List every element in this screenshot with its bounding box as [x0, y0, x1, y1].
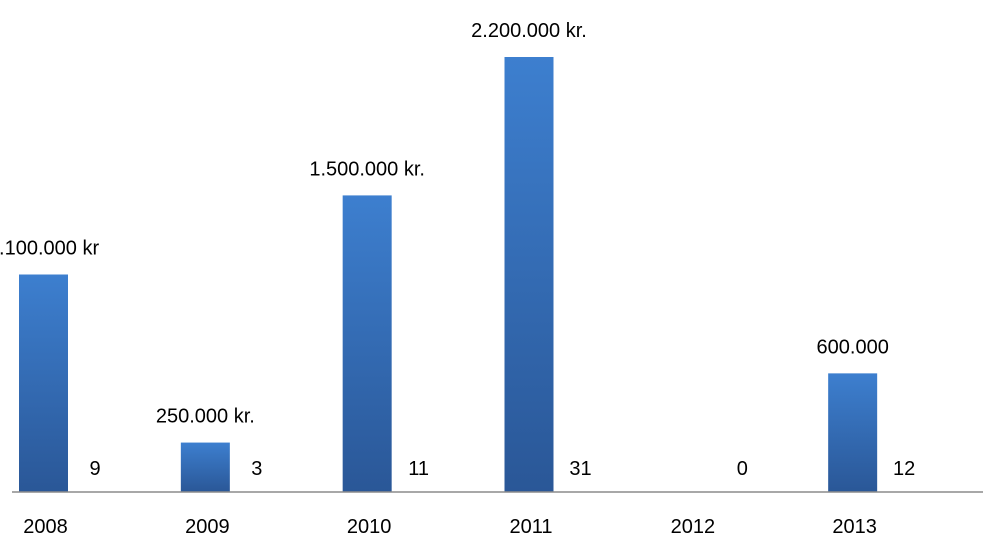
x-tick-label-2012: 2012 [671, 516, 716, 536]
x-tick-label-2009: 2009 [185, 516, 230, 536]
bar-2009 [180, 442, 230, 492]
count-label-2010: 11 [408, 458, 429, 480]
value-label-2011: 2.200.000 kr. [471, 20, 587, 42]
count-label-2011: 31 [569, 458, 591, 480]
count-label-2013: 12 [893, 458, 915, 480]
labels-group: 1.100.000 kr 9 2008 250.000 kr. 3 2009 1.500.0… [0, 20, 915, 536]
count-label-2012: 0 [737, 458, 748, 480]
value-label-2008: 1.100.000 kr [0, 238, 99, 260]
x-tick-label-2010: 2010 [347, 516, 392, 536]
x-tick-label-2013: 2013 [832, 516, 877, 536]
bar-2011 [504, 57, 554, 492]
value-label-2009: 250.000 kr. [156, 406, 255, 428]
x-tick-label-2011: 2011 [509, 516, 552, 536]
bar-2010 [342, 195, 392, 492]
x-tick-label-2008: 2008 [23, 516, 68, 536]
count-label-2009: 3 [251, 458, 262, 480]
value-label-2013: 600.000 [817, 336, 889, 358]
bars-group [19, 57, 878, 492]
count-label-2008: 9 [89, 458, 100, 480]
bar-2008 [19, 274, 68, 492]
bar-2013 [828, 373, 878, 492]
value-label-2010: 1.500.000 kr. [309, 158, 425, 180]
